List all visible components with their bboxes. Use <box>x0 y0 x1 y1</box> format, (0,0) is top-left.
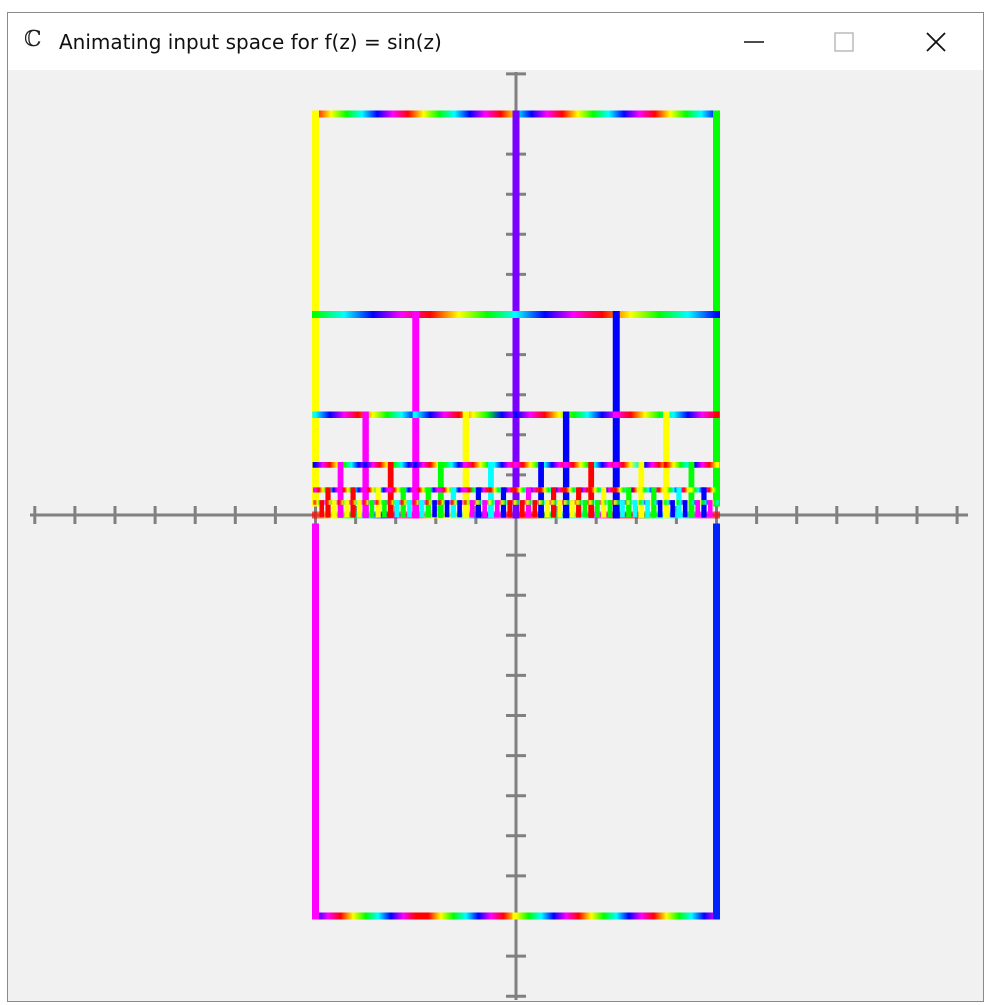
minimize-icon <box>744 40 764 43</box>
complex-c-icon: ℂ <box>24 27 42 52</box>
plot-canvas[interactable] <box>8 70 984 1002</box>
minimize-button[interactable] <box>708 13 800 70</box>
close-icon <box>926 31 946 52</box>
close-button[interactable] <box>890 13 982 70</box>
window-title: Animating input space for f(z) = sin(z) <box>59 30 442 54</box>
app-window: ℂ Animating input space for f(z) = sin(z… <box>7 12 984 1002</box>
input-space-plot[interactable] <box>8 70 984 1002</box>
maximize-button[interactable] <box>798 13 890 70</box>
axes <box>30 72 968 1000</box>
title-bar[interactable]: ℂ Animating input space for f(z) = sin(z… <box>8 13 983 70</box>
maximize-icon <box>834 31 854 52</box>
input-grid <box>312 110 720 920</box>
